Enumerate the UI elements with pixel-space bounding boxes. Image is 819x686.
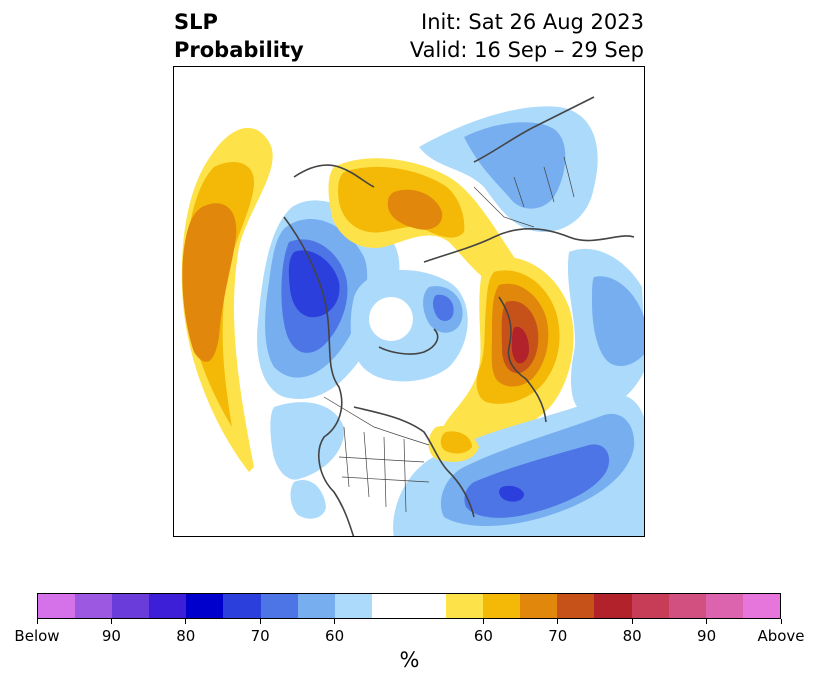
coast-north-america-east	[353, 406, 475, 518]
colorbar-tick-label: 70	[548, 627, 568, 645]
atlantic-low-deep	[499, 485, 524, 502]
alaska-low-deep	[288, 250, 340, 318]
asia-high-orange	[387, 189, 443, 230]
coast-europe	[498, 296, 547, 423]
colorbar-segment	[557, 594, 595, 618]
colorbar-segment	[446, 594, 484, 618]
arctic-mid-patch	[433, 294, 454, 321]
colorbar-segment	[297, 594, 335, 618]
siberia-low-light	[464, 122, 566, 209]
colorbar-tick-label: 90	[697, 627, 717, 645]
colorbar-tick	[557, 619, 559, 624]
colorbar-tick-label: Below	[14, 627, 60, 645]
map-title: SLP Probability	[174, 8, 304, 64]
colorbar	[37, 593, 781, 619]
colorbar-segment	[742, 594, 780, 618]
us-east-gold	[440, 431, 472, 454]
colorbar-segment	[371, 594, 409, 618]
colorbar-segment	[149, 594, 187, 618]
colorbar-segment	[186, 594, 224, 618]
colorbar-tick-label: 60	[325, 627, 345, 645]
colorbar-unit: %	[399, 648, 420, 672]
colorbar-segment	[483, 594, 521, 618]
coastlines	[283, 96, 635, 536]
colorbar-tick	[334, 619, 336, 624]
pacific-high-orange	[182, 203, 237, 362]
coast-asia-east	[473, 96, 595, 163]
colorbar-segment	[260, 594, 298, 618]
canada-low-pale	[270, 402, 345, 480]
europe-high-red	[511, 326, 529, 364]
border-asia	[473, 156, 575, 228]
colorbar-tick	[110, 619, 112, 624]
arctic-white-center	[369, 297, 413, 341]
probability-map-canvas	[181, 96, 644, 536]
colorbar-segment	[705, 594, 743, 618]
valid-period: Valid: 16 Sep – 29 Sep	[409, 38, 644, 62]
colorbar-segment	[75, 594, 113, 618]
colorbar-tick-label: 90	[101, 627, 121, 645]
borders	[323, 156, 575, 513]
colorbar-segment	[668, 594, 706, 618]
us-east-pale	[290, 479, 326, 519]
border-canada-us	[323, 396, 430, 446]
colorbar-tick	[36, 619, 38, 624]
eurasia-low-light	[592, 276, 644, 366]
polar-map	[173, 66, 645, 537]
colorbar-tick	[706, 619, 708, 624]
coast-eurasia-north	[423, 227, 635, 263]
colorbar-segment	[38, 594, 76, 618]
colorbar-tick	[482, 619, 484, 624]
title-line-slp: SLP	[174, 10, 218, 34]
colorbar-tick-label: 80	[176, 627, 196, 645]
forecast-dates: Init: Sat 26 Aug 2023 Valid: 16 Sep – 29…	[410, 8, 644, 64]
border-us-states	[338, 426, 430, 513]
coast-russia-far-east	[293, 164, 375, 188]
title-line-probability: Probability	[174, 38, 304, 62]
colorbar-segment	[631, 594, 669, 618]
colorbar-tick	[780, 619, 782, 624]
colorbar-tick-label: Above	[757, 627, 805, 645]
colorbar-tick-label: 60	[473, 627, 493, 645]
coast-north-america	[283, 216, 355, 536]
colorbar-tick	[259, 619, 261, 624]
init-date: Init: Sat 26 Aug 2023	[421, 10, 644, 34]
colorbar-tick	[631, 619, 633, 624]
colorbar-tick	[185, 619, 187, 624]
colorbar-tick-label: 80	[622, 627, 642, 645]
colorbar-segment	[112, 594, 150, 618]
colorbar-tick-label: 70	[250, 627, 270, 645]
coast-greenland	[378, 328, 439, 355]
atlantic-low-mid	[464, 444, 610, 518]
colorbar-segment	[594, 594, 632, 618]
colorbar-segment	[520, 594, 558, 618]
colorbar-segment	[408, 594, 447, 618]
colorbar-segment	[334, 594, 372, 618]
colorbar-segment	[223, 594, 261, 618]
